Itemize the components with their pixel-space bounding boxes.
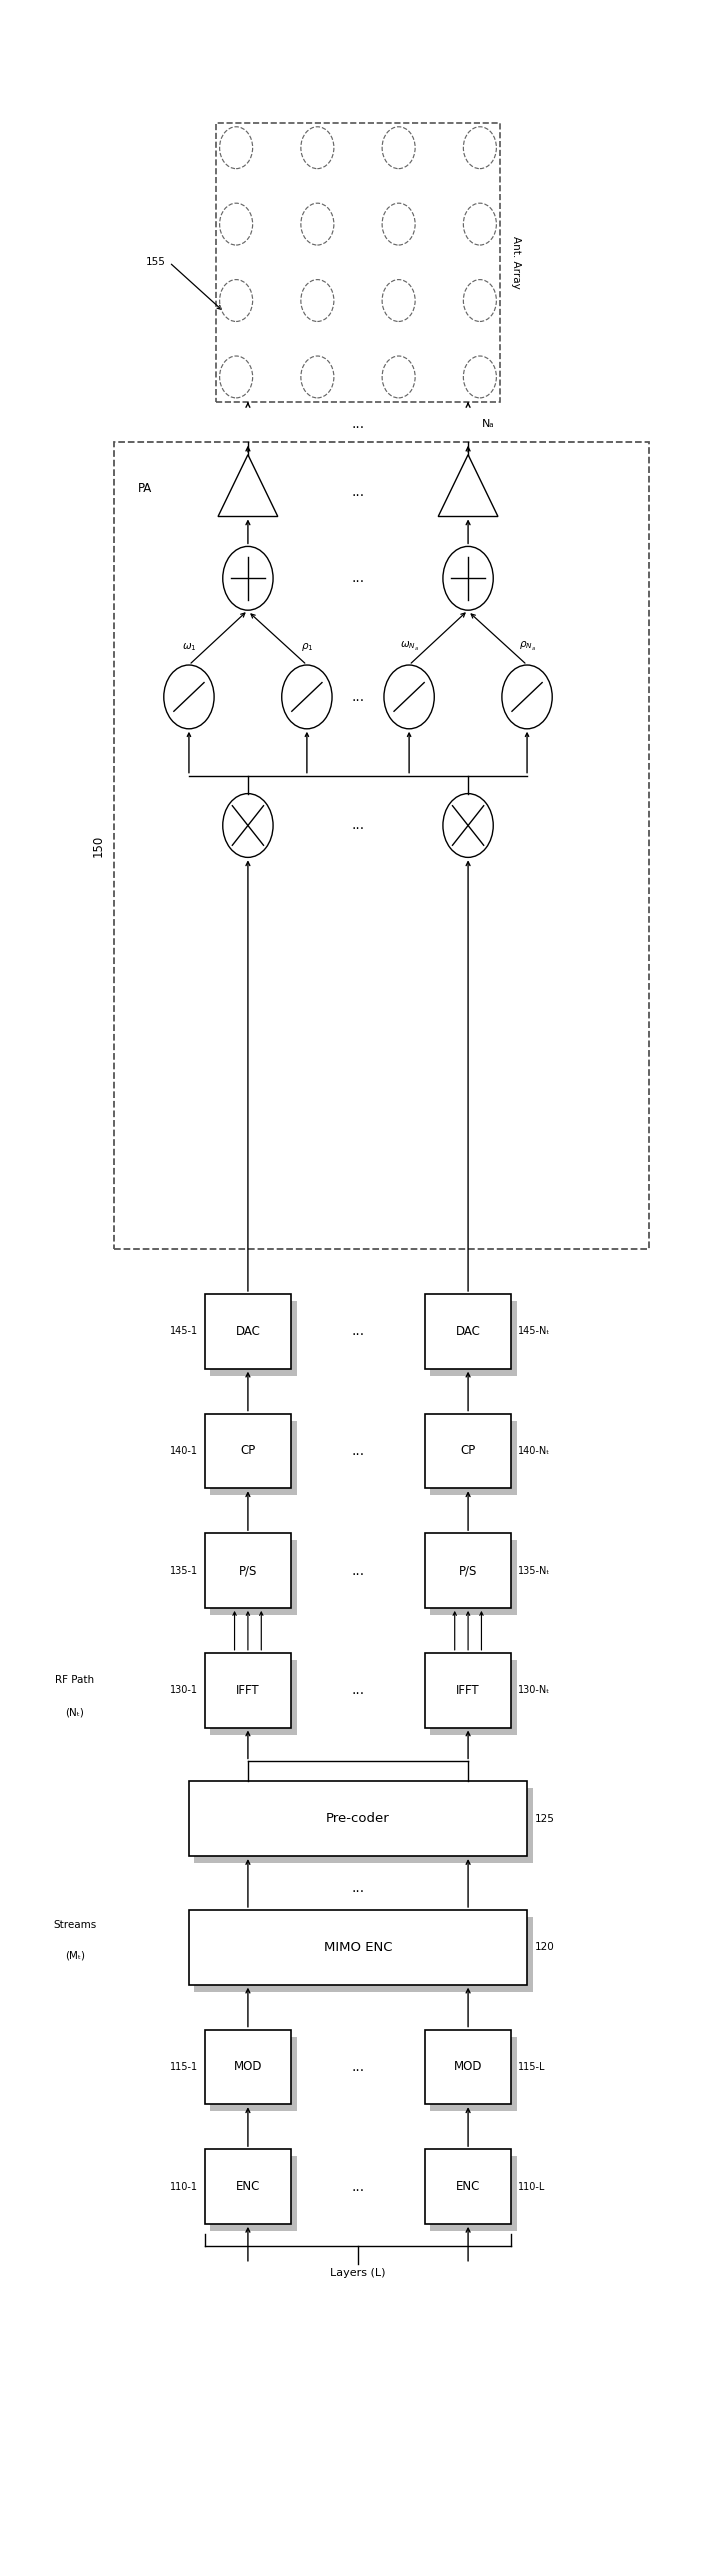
Text: IFFT: IFFT [236,1683,260,1696]
Text: ...: ... [352,2179,364,2194]
FancyBboxPatch shape [430,2155,517,2230]
FancyBboxPatch shape [205,2030,291,2104]
FancyBboxPatch shape [211,1660,296,1734]
FancyBboxPatch shape [430,1421,517,1495]
FancyBboxPatch shape [425,1652,511,1726]
FancyBboxPatch shape [195,1788,533,1863]
Text: $\omega_1$: $\omega_1$ [182,642,196,653]
Text: $\rho_1$: $\rho_1$ [301,642,313,653]
Bar [115,442,649,1249]
FancyBboxPatch shape [211,2155,296,2230]
Text: P/S: P/S [459,1565,478,1577]
Text: MOD: MOD [233,2060,262,2073]
Text: PA: PA [138,483,152,496]
FancyBboxPatch shape [425,2030,511,2104]
Text: ...: ... [352,2060,364,2073]
Text: ...: ... [352,1444,364,1459]
Text: 145-1: 145-1 [170,1326,198,1336]
FancyBboxPatch shape [195,1916,533,1991]
Text: P/S: P/S [238,1565,257,1577]
FancyBboxPatch shape [211,1300,296,1377]
Text: ...: ... [352,691,364,704]
FancyBboxPatch shape [205,1534,291,1608]
Text: ...: ... [352,1683,364,1698]
Text: ...: ... [352,1326,364,1338]
FancyBboxPatch shape [425,1413,511,1487]
Text: ...: ... [352,1565,364,1577]
FancyBboxPatch shape [205,2150,291,2225]
Text: ENC: ENC [236,2181,260,2194]
Text: 125: 125 [535,1814,555,1824]
FancyBboxPatch shape [205,1413,291,1487]
Text: Streams: Streams [53,1922,97,1929]
Text: $\omega_{N_a}$: $\omega_{N_a}$ [400,640,419,653]
FancyBboxPatch shape [189,1909,527,1986]
Text: 140-Nₜ: 140-Nₜ [518,1446,550,1457]
Text: 155: 155 [145,257,165,267]
Text: ...: ... [352,570,364,586]
FancyBboxPatch shape [205,1295,291,1369]
Text: ...: ... [352,1881,364,1893]
Text: 140-1: 140-1 [170,1446,198,1457]
Text: DAC: DAC [455,1326,480,1338]
Text: IFFT: IFFT [456,1683,480,1696]
Text: 130-Nₜ: 130-Nₜ [518,1685,550,1696]
Text: DAC: DAC [236,1326,261,1338]
Text: Nₐ: Nₐ [483,419,495,429]
FancyBboxPatch shape [205,1652,291,1726]
Text: ...: ... [352,416,364,432]
Text: CP: CP [460,1444,475,1457]
Text: ...: ... [352,486,364,498]
FancyBboxPatch shape [430,1660,517,1734]
Text: 150: 150 [92,835,105,855]
Text: $\rho_{N_a}$: $\rho_{N_a}$ [518,640,536,653]
FancyBboxPatch shape [430,1541,517,1616]
Text: (Mₜ): (Mₜ) [65,1950,85,1960]
Text: 130-1: 130-1 [170,1685,198,1696]
Text: 120: 120 [535,1942,555,1952]
Text: (Nₜ): (Nₜ) [65,1708,84,1716]
Text: Layers (L): Layers (L) [330,2268,386,2279]
Bar [216,123,500,401]
Text: CP: CP [241,1444,256,1457]
Text: Pre-coder: Pre-coder [326,1811,390,1824]
Text: MIMO ENC: MIMO ENC [324,1940,392,1955]
FancyBboxPatch shape [425,1295,511,1369]
FancyBboxPatch shape [211,2037,296,2112]
Text: 115-L: 115-L [518,2063,545,2073]
Text: 145-Nₜ: 145-Nₜ [518,1326,550,1336]
Text: ENC: ENC [456,2181,480,2194]
Text: RF Path: RF Path [55,1675,95,1685]
FancyBboxPatch shape [425,1534,511,1608]
Text: 115-1: 115-1 [170,2063,198,2073]
Text: 110-1: 110-1 [170,2181,198,2191]
FancyBboxPatch shape [425,2150,511,2225]
Text: MOD: MOD [454,2060,483,2073]
FancyBboxPatch shape [430,2037,517,2112]
Text: ...: ... [352,820,364,832]
FancyBboxPatch shape [189,1780,527,1857]
Text: 135-1: 135-1 [170,1565,198,1575]
FancyBboxPatch shape [211,1541,296,1616]
Text: 135-Nₜ: 135-Nₜ [518,1565,550,1575]
FancyBboxPatch shape [430,1300,517,1377]
FancyBboxPatch shape [211,1421,296,1495]
Text: 110-L: 110-L [518,2181,545,2191]
Text: Ant. Array: Ant. Array [511,236,521,288]
